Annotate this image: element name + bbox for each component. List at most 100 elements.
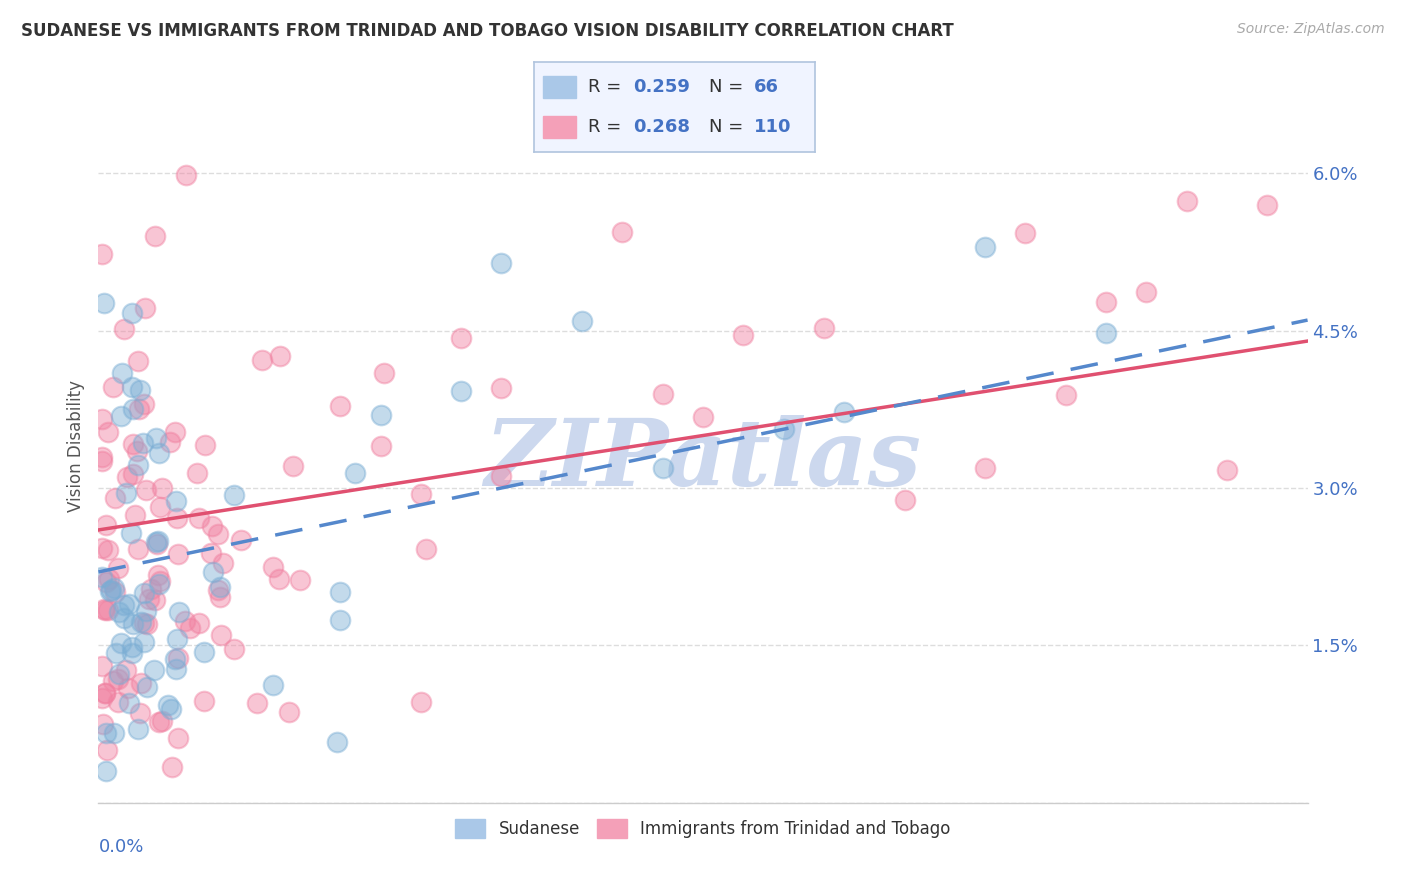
Point xyxy=(108,605,131,619)
Point xyxy=(117,681,139,695)
Point xyxy=(98,583,121,598)
Point xyxy=(186,466,208,480)
Point xyxy=(159,702,181,716)
Point xyxy=(127,542,149,557)
Text: Source: ZipAtlas.com: Source: ZipAtlas.com xyxy=(1237,22,1385,37)
Point xyxy=(267,572,290,586)
Text: 0.268: 0.268 xyxy=(633,118,690,136)
Point xyxy=(103,726,125,740)
Point xyxy=(104,646,127,660)
Point xyxy=(489,469,512,483)
Point xyxy=(121,640,143,654)
Point xyxy=(91,412,114,426)
Point xyxy=(97,603,120,617)
Point xyxy=(103,673,125,688)
Point xyxy=(165,652,187,666)
Point xyxy=(149,500,172,514)
Text: 0.0%: 0.0% xyxy=(98,838,143,856)
Point xyxy=(450,384,472,399)
Point xyxy=(148,577,170,591)
Point xyxy=(114,663,136,677)
Point xyxy=(145,537,167,551)
Point xyxy=(157,698,180,713)
Point xyxy=(974,240,997,254)
Point xyxy=(127,458,149,472)
Point xyxy=(112,611,135,625)
Point xyxy=(450,330,472,344)
Point xyxy=(373,366,395,380)
Point xyxy=(166,632,188,646)
Point xyxy=(97,542,120,557)
Point xyxy=(262,560,284,574)
Text: ZIPatlas: ZIPatlas xyxy=(485,416,921,505)
Point xyxy=(415,542,437,557)
Point xyxy=(974,460,997,475)
Bar xyxy=(543,76,576,98)
Point xyxy=(134,635,156,649)
Text: SUDANESE VS IMMIGRANTS FROM TRINIDAD AND TOBAGO VISION DISABILITY CORRELATION CH: SUDANESE VS IMMIGRANTS FROM TRINIDAD AND… xyxy=(21,22,953,40)
Point xyxy=(91,247,114,261)
Point xyxy=(343,466,366,480)
Point xyxy=(148,714,170,729)
Point xyxy=(94,686,117,700)
Point xyxy=(107,666,129,681)
Point xyxy=(93,296,115,310)
Point xyxy=(101,380,124,394)
Point xyxy=(200,546,222,560)
Point xyxy=(733,327,755,342)
Point xyxy=(121,646,143,660)
Point xyxy=(134,301,156,315)
Point xyxy=(207,582,229,597)
Text: 110: 110 xyxy=(754,118,792,136)
Point xyxy=(651,386,673,401)
Text: 0.259: 0.259 xyxy=(633,78,689,96)
Point xyxy=(612,225,634,239)
Point xyxy=(167,547,190,561)
Point xyxy=(283,458,305,473)
Point xyxy=(128,384,150,398)
Point xyxy=(121,437,143,451)
Point xyxy=(93,602,115,616)
Point xyxy=(112,598,135,612)
Point xyxy=(194,438,217,452)
Point xyxy=(222,488,245,502)
Point xyxy=(117,696,139,710)
Point xyxy=(179,621,201,635)
Point xyxy=(141,582,163,596)
Point xyxy=(229,533,252,547)
Point xyxy=(100,582,122,597)
Point xyxy=(143,592,166,607)
Point xyxy=(1095,326,1118,340)
Point xyxy=(114,486,136,500)
Point xyxy=(326,735,349,749)
Point xyxy=(1216,463,1239,477)
Point xyxy=(107,673,129,687)
Point xyxy=(370,409,392,423)
Point xyxy=(269,349,291,363)
Point xyxy=(143,229,166,244)
Point xyxy=(103,581,125,595)
Point xyxy=(169,605,191,619)
Point xyxy=(159,434,181,449)
Point xyxy=(262,678,284,692)
Bar xyxy=(543,116,576,138)
Point xyxy=(145,431,167,445)
Point xyxy=(91,691,114,706)
Point xyxy=(122,467,145,482)
Point xyxy=(107,695,129,709)
Point xyxy=(188,615,211,630)
Point xyxy=(212,556,235,570)
Point xyxy=(150,714,173,728)
Point xyxy=(165,425,187,440)
Point xyxy=(491,382,513,396)
Point xyxy=(1135,285,1157,300)
Point xyxy=(94,686,117,700)
Legend: Sudanese, Immigrants from Trinidad and Tobago: Sudanese, Immigrants from Trinidad and T… xyxy=(449,812,957,845)
Point xyxy=(411,695,433,709)
Point xyxy=(209,580,232,594)
Point xyxy=(91,450,114,464)
Point xyxy=(1014,226,1036,240)
Point xyxy=(96,518,118,533)
Point xyxy=(127,722,149,736)
Point xyxy=(96,742,118,756)
